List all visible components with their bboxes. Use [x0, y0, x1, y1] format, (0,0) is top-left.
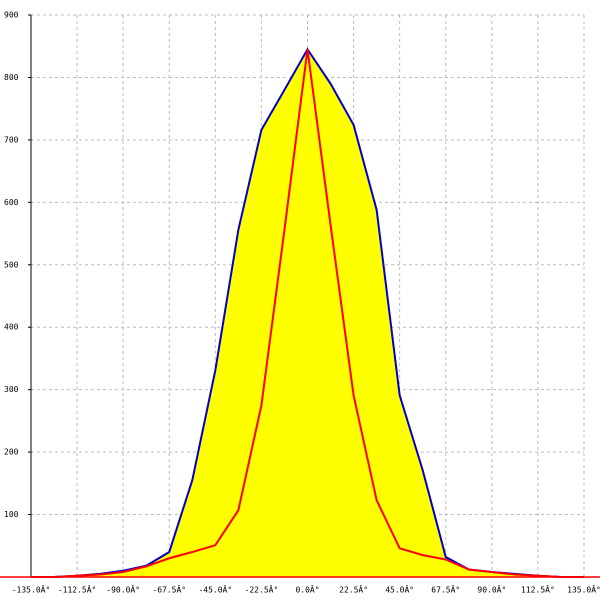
y-tick-label: 300	[4, 385, 19, 394]
y-tick-label: 600	[4, 198, 19, 207]
x-tick-label: 0.0Â°	[295, 584, 319, 595]
y-tick-label: 200	[4, 448, 19, 457]
x-tick-label: -112.5Â°	[58, 584, 97, 595]
area-fill	[31, 49, 584, 578]
y-tick-label: 100	[4, 510, 19, 519]
x-tick-label: 22.5Â°	[339, 584, 368, 595]
x-tick-label: 45.0Â°	[385, 584, 414, 595]
x-tick-label: 135.0Â°	[567, 584, 600, 595]
y-tick-label: 700	[4, 135, 19, 144]
x-tick-label: -90.0Â°	[106, 584, 140, 595]
x-tick-label: -135.0Â°	[12, 584, 51, 595]
x-tick-label: -22.5Â°	[245, 584, 279, 595]
y-tick-label: 500	[4, 260, 19, 269]
y-tick-label: 900	[4, 11, 19, 20]
x-tick-label: 90.0Â°	[477, 584, 506, 595]
x-tick-label: 67.5Â°	[431, 584, 460, 595]
series-line	[31, 49, 584, 578]
x-tick-label: -45.0Â°	[198, 584, 232, 595]
y-tick-label: 800	[4, 73, 19, 82]
x-tick-label: 112.5Â°	[521, 584, 555, 595]
x-tick-label: -67.5Â°	[152, 584, 186, 595]
y-tick-label: 400	[4, 323, 19, 332]
